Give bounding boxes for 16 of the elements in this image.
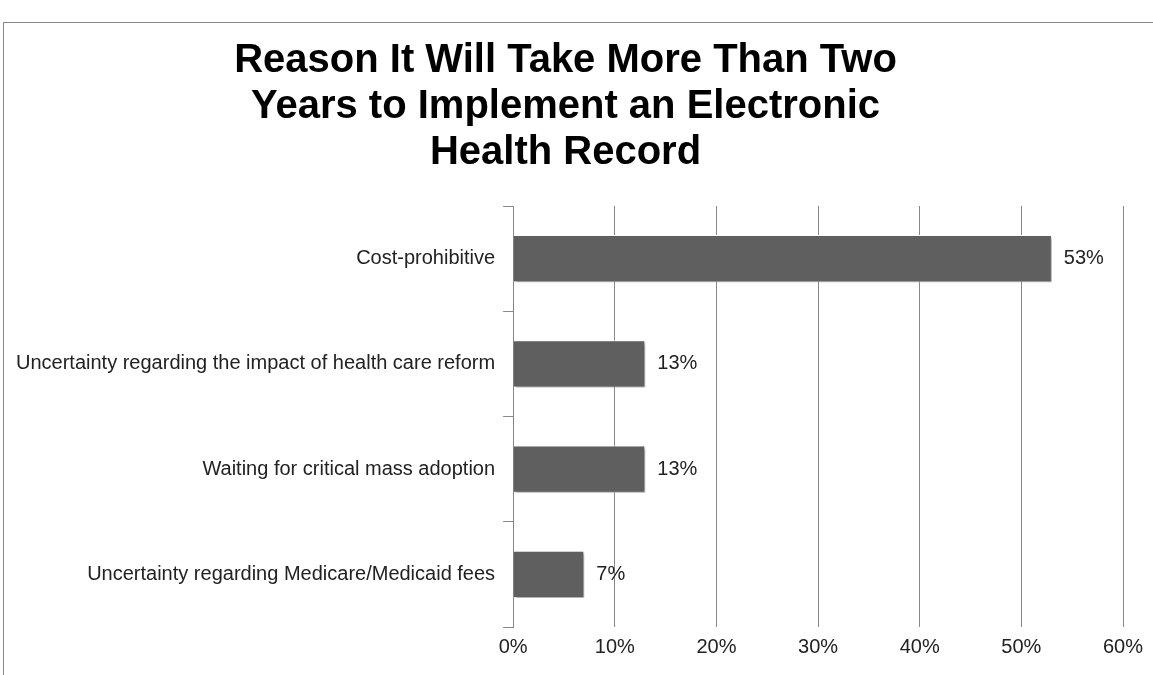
data-label: 7% <box>596 561 626 584</box>
y-tick-label: Uncertainty regarding the impact of health care reform <box>16 351 496 374</box>
x-tick-label: 40% <box>899 634 940 657</box>
x-tick-label: 60% <box>1102 634 1144 657</box>
data-label: 13% <box>657 456 698 479</box>
x-tick-label: 10% <box>594 634 635 657</box>
x-tick-label: 0% <box>498 634 528 657</box>
y-tick-label: Cost-prohibitive <box>356 246 496 269</box>
y-tick-label: Waiting for critical mass adoption <box>202 456 496 479</box>
x-tick-label: 30% <box>798 634 839 657</box>
y-tick-label: Uncertainty regarding Medicare/Medicaid fees <box>87 561 496 584</box>
data-label: 53% <box>1063 246 1105 269</box>
x-tick-label: 50% <box>1001 634 1042 657</box>
chart-title: Reason It Will Take More Than Two Years to Implement an Electronic Health Record <box>234 36 897 173</box>
x-tick-label: 20% <box>696 634 737 657</box>
data-label: 13% <box>657 351 698 374</box>
